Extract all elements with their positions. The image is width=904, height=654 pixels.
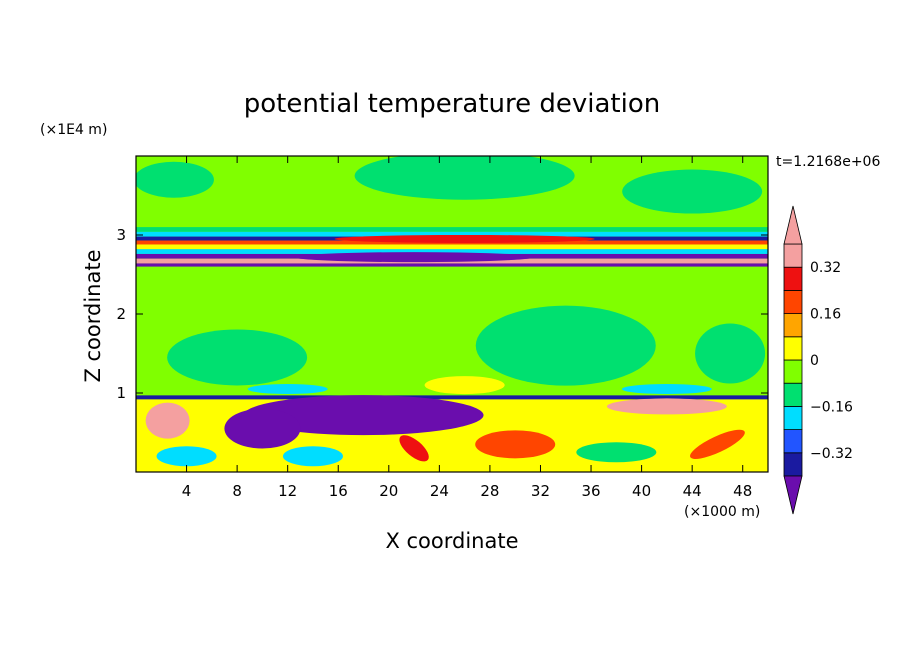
y-axis: 1 2 3 [116, 226, 768, 402]
inversion-band [136, 263, 768, 267]
colorbar-max-arrow [783, 205, 803, 245]
inversion-band [136, 227, 768, 232]
x-tick-label: 4 [182, 482, 192, 500]
colorbar-swatch [783, 266, 803, 291]
mid-neutral-patch [167, 329, 308, 386]
inversion-warm-streak [334, 234, 595, 243]
time-label: t=1.2168e+06 [776, 154, 880, 170]
cold-pool [243, 395, 484, 436]
y-axis-label: Z coordinate [81, 249, 105, 382]
warm-eddy [399, 435, 429, 462]
y-tick-label: 1 [116, 384, 126, 402]
x-tick-label: 8 [232, 482, 242, 500]
upper-neutral-patch [136, 161, 214, 198]
inversion-band [136, 244, 768, 250]
x-tick-label: 44 [683, 482, 702, 500]
colorbar-swatch [783, 452, 803, 477]
mid-warm-patch [424, 376, 505, 395]
colorbar-swatch [783, 336, 803, 361]
x-tick-label: 12 [278, 482, 297, 500]
colorbar-label: 0 [810, 353, 819, 369]
cool-eddy [282, 446, 343, 467]
cold-pool [224, 408, 301, 449]
x-tick-label: 16 [329, 482, 348, 500]
colorbar-swatch [783, 429, 803, 454]
x-tick-label: 24 [430, 482, 449, 500]
colorbar-label: 0.32 [810, 260, 841, 276]
colorbar-label: −0.32 [810, 446, 853, 462]
warm-plume [606, 398, 727, 415]
colorbar: 0.32 0.16 0 −0.16 −0.32 [783, 205, 853, 515]
mid-cool-patch [621, 384, 712, 395]
x-tick-label: 36 [581, 482, 600, 500]
x-axis: 4 8 12 16 20 24 28 32 36 40 44 48 [182, 156, 752, 500]
x-unit-label: (×1000 m) [684, 504, 760, 520]
y-tick-label: 2 [116, 305, 126, 323]
colorbar-label: 0.16 [810, 307, 841, 323]
x-tick-label: 32 [531, 482, 550, 500]
colorbar-swatch [783, 359, 803, 384]
boundary-cap [136, 395, 768, 400]
colorbar-label: −0.16 [810, 399, 853, 415]
mid-neutral-patch [695, 323, 766, 384]
warm-eddy [690, 429, 745, 459]
x-tick-label: 40 [632, 482, 651, 500]
heatmap-field [136, 156, 768, 472]
warm-eddy [475, 430, 556, 459]
colorbar-min-arrow [783, 475, 803, 515]
inversion-cold-streak [294, 252, 535, 263]
x-tick-label: 20 [379, 482, 398, 500]
inversion-band [136, 231, 768, 237]
neutral-eddy [576, 442, 657, 463]
mid-cool-patch [247, 384, 328, 395]
x-tick-label: 28 [480, 482, 499, 500]
chart-title: potential temperature deviation [244, 89, 660, 119]
warm-plume [145, 402, 190, 439]
colorbar-swatch [783, 289, 803, 314]
x-tick-label: 48 [733, 482, 752, 500]
y-unit-label: (×1E4 m) [40, 122, 107, 138]
mid-neutral-patch [475, 305, 656, 386]
upper-neutral-patch [354, 156, 575, 200]
cool-eddy [156, 446, 217, 467]
inversion-band [136, 249, 768, 254]
upper-neutral-patch [622, 169, 763, 214]
colorbar-swatch [783, 243, 803, 268]
x-axis-label: X coordinate [385, 529, 518, 553]
colorbar-swatch [783, 382, 803, 407]
colorbar-swatch [783, 313, 803, 338]
y-tick-label: 3 [116, 226, 126, 244]
colorbar-swatch [783, 405, 803, 430]
